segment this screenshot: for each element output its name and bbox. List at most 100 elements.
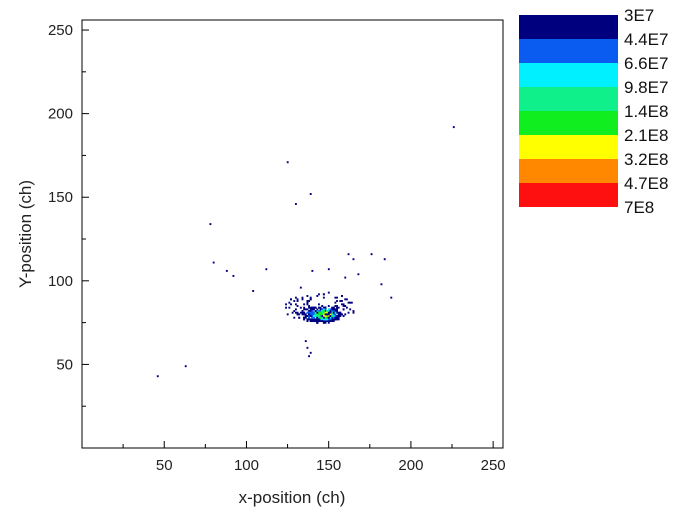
heatmap-cell [321, 316, 324, 319]
heatmap-cell [308, 318, 311, 321]
heatmap-cell [331, 320, 334, 323]
heatmap-cell [321, 310, 324, 312]
heatmap-cell [309, 310, 312, 312]
heatmap-cell [336, 315, 338, 318]
heatmap-cell [322, 310, 325, 312]
heatmap-cell [322, 311, 325, 314]
heatmap-cell [322, 296, 325, 299]
heatmap-cell [314, 318, 317, 321]
heatmap-cell [324, 308, 327, 311]
x-axis-ticks: 50 100 150 200 250 [122, 441, 506, 474]
heatmap-cell [306, 301, 309, 304]
heatmap-cell [303, 316, 306, 319]
heatmap-cell [309, 311, 312, 314]
heatmap-cell [347, 301, 350, 304]
heatmap-cell [309, 193, 312, 195]
heatmap-cell [327, 311, 330, 314]
heatmap-cell [316, 318, 319, 321]
heatmap-cell [332, 320, 335, 323]
heatmap-cell [296, 305, 299, 307]
heatmap-cell [316, 315, 319, 318]
heatmap-cell [321, 311, 324, 314]
y-tick-label: 100 [48, 273, 73, 290]
heatmap-cell [321, 318, 324, 321]
colorbar-swatch [519, 39, 618, 63]
heatmap-cell [319, 306, 322, 309]
heatmap-cell [319, 316, 322, 319]
heatmap-cell [332, 316, 335, 319]
heatmap-cell [285, 303, 287, 306]
heatmap-cell [296, 300, 299, 302]
heatmap-cell [303, 303, 306, 306]
colorbar-label: 9.8E7 [624, 78, 668, 97]
heatmap-cell [313, 318, 315, 321]
heatmap-cell [314, 313, 317, 316]
heatmap-cell [309, 313, 312, 316]
heatmap-cell [324, 313, 327, 316]
heatmap-cell [317, 315, 320, 318]
heatmap-cell [294, 311, 297, 314]
y-tick-label: 50 [56, 356, 73, 373]
heatmap-cell [336, 305, 338, 307]
heatmap-cell [334, 315, 337, 318]
heatmap-cell [294, 296, 297, 299]
heatmap-cell [344, 298, 347, 301]
colorbar-label: 3E7 [624, 6, 654, 25]
colorbar-swatch [519, 111, 618, 135]
heatmap-cell [308, 355, 311, 358]
heatmap-cell [308, 310, 311, 312]
heatmap-cell [299, 306, 302, 309]
colorbar-label: 4.4E7 [624, 30, 668, 49]
heatmap-cell [319, 308, 322, 311]
heatmap-cell [209, 223, 212, 226]
heatmap-cell [336, 308, 338, 311]
x-tick-label: 200 [398, 457, 423, 474]
heatmap-cell [329, 311, 332, 314]
heatmap-cell [326, 318, 329, 321]
heatmap-cell [308, 311, 311, 314]
heatmap-cell [324, 318, 327, 321]
heatmap-cell [324, 320, 327, 323]
heatmap-cell [337, 316, 340, 319]
heatmap-cell [326, 320, 329, 323]
heatmap-cell [308, 315, 311, 318]
heatmap-cell [311, 269, 314, 272]
x-tick-label: 50 [156, 457, 173, 474]
heatmap-cell [334, 296, 337, 299]
heatmap-cell [317, 318, 320, 321]
heatmap-cell [345, 306, 348, 309]
heatmap-cell [337, 306, 340, 309]
heatmap-cell [321, 305, 324, 307]
y-tick-label: 150 [48, 189, 73, 206]
heatmap-cell [293, 316, 296, 319]
heatmap-cell [337, 318, 340, 321]
heatmap-cell [286, 313, 289, 316]
x-tick-label: 250 [481, 457, 506, 474]
heatmap-cell [317, 311, 320, 314]
heatmap-cell [352, 310, 355, 312]
heatmap-cell [317, 316, 320, 319]
heatmap-cell [309, 306, 312, 309]
colorbar-swatch [519, 135, 618, 159]
heatmap-cell [184, 365, 187, 368]
heatmap-cell [380, 283, 383, 286]
heatmap-cell [313, 306, 315, 309]
heatmap-cell [303, 308, 306, 311]
heatmap-cell [341, 313, 343, 316]
heatmap-cell [334, 311, 337, 314]
heatmap-cell [321, 308, 324, 311]
heatmap-cell [313, 320, 315, 323]
heatmap-cell [311, 311, 314, 314]
heatmap-cell [304, 315, 307, 318]
heatmap-cell [342, 315, 345, 318]
heatmap-cell [322, 320, 325, 323]
heatmap-cell [309, 320, 312, 323]
colorbar-swatch [519, 159, 618, 183]
heatmap-cell [324, 316, 327, 319]
colorbar-legend: 3E7 4.4E7 6.6E7 9.8E7 1.4E8 2.1E8 3.2E8 4.7E8 7E… [519, 6, 668, 217]
heatmap-cell [308, 300, 311, 302]
heatmap-cell [232, 274, 235, 277]
heatmap-cell [317, 310, 320, 312]
heatmap-cell [332, 313, 335, 316]
heatmap-cell [294, 303, 297, 306]
